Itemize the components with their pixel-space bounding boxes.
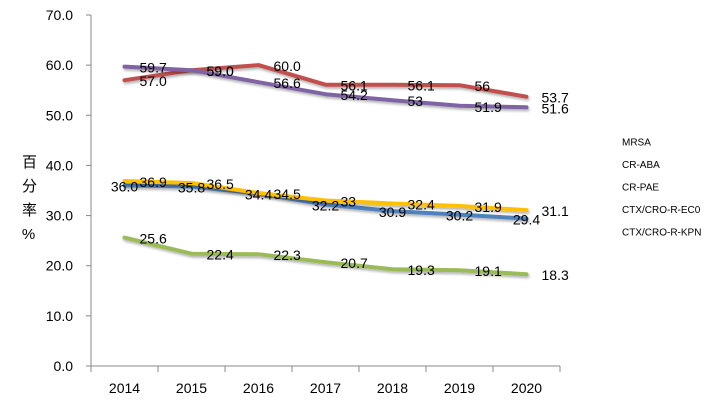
data-label-cr-aba: 59.0 (207, 63, 234, 79)
y-axis-title: 百分率% (20, 154, 37, 252)
data-label-cr-aba: 56 (475, 78, 491, 94)
data-label-cr-aba: 56.1 (408, 78, 435, 94)
data-label-cr-pae: 22.3 (274, 247, 301, 263)
data-labels: 36.0 35.8 34.4 32.2 30.9 30.2 29.4 57.0 59.0 60.0… (111, 58, 569, 283)
data-label-mrsa: 30.9 (379, 204, 406, 220)
legend-item-mrsa: MRSA (577, 138, 651, 149)
data-label-ctx-cro-r-kpn: 33 (341, 194, 357, 210)
data-label-cr-pae: 18.3 (542, 267, 569, 283)
x-tick-label: 2020 (511, 380, 542, 396)
axes (90, 15, 560, 367)
data-label-cr-aba: 60.0 (274, 58, 301, 74)
series-line-ctx-cro-r-kpn (122, 179, 529, 213)
data-label-ctx-cro-r-ec0: 51.6 (542, 100, 569, 116)
legend-label: CR-PAE (622, 183, 659, 194)
y-tick-label: 10.0 (46, 308, 73, 324)
data-label-ctx-cro-r-kpn: 36.9 (140, 174, 167, 190)
data-label-cr-aba: 56.1 (341, 78, 368, 94)
data-label-mrsa: 34.4 (245, 187, 272, 203)
series-line-cr-pae (122, 235, 529, 277)
y-tick-label: 60.0 (46, 57, 73, 73)
data-label-ctx-cro-r-kpn: 31.9 (475, 199, 502, 215)
x-tick-label: 2015 (176, 380, 207, 396)
y-tick-label: 40.0 (46, 157, 73, 173)
y-tick-label: 0.0 (54, 358, 74, 374)
data-label-mrsa: 30.2 (446, 208, 473, 224)
legend-label: CR-ABA (622, 160, 660, 171)
y-tick-label: 30.0 (46, 208, 73, 224)
legend-item-ctx-cro-r-ec0: CTX/CRO-R-EC0 (577, 205, 701, 216)
legend-item-cr-pae: CR-PAE (577, 183, 659, 194)
series-lines (122, 63, 529, 277)
legend-label: CTX/CRO-R-EC0 (622, 205, 701, 216)
legend-label: CTX/CRO-R-KPN (622, 228, 701, 239)
data-label-mrsa: 29.4 (513, 212, 540, 228)
y-axis-ticks: 0.0 10.0 20.0 30.0 40.0 50.0 60.0 70.0 (46, 7, 91, 374)
data-label-mrsa: 36.0 (111, 178, 138, 194)
data-label-cr-aba: 57.0 (140, 73, 167, 89)
data-label-ctx-cro-r-kpn: 32.4 (408, 197, 435, 213)
data-label-ctx-cro-r-ec0: 59.0 (207, 63, 234, 79)
legend-label: MRSA (622, 138, 651, 149)
legend-item-ctx-cro-r-kpn: CTX/CRO-R-KPN (577, 228, 701, 239)
x-tick-label: 2017 (310, 380, 341, 396)
data-label-cr-pae: 22.4 (207, 247, 234, 263)
y-tick-label: 50.0 (46, 107, 73, 123)
y-tick-label: 20.0 (46, 258, 73, 274)
x-tick-label: 2018 (377, 380, 408, 396)
data-label-ctx-cro-r-ec0: 51.9 (475, 99, 502, 115)
legend: MRSA CR-ABA CR-PAE CTX/CRO-R-EC0 CTX/CRO-R-K… (577, 138, 701, 239)
data-label-cr-pae: 20.7 (341, 255, 368, 271)
y-tick-label: 70.0 (46, 7, 73, 23)
x-tick-label: 2014 (109, 380, 140, 396)
data-label-ctx-cro-r-kpn: 34.5 (274, 186, 301, 202)
series-line-ctx-cro-r-ec0 (122, 64, 529, 110)
data-label-ctx-cro-r-ec0: 56.6 (274, 75, 301, 91)
data-label-mrsa: 32.2 (312, 198, 339, 214)
data-label-cr-pae: 25.6 (140, 231, 167, 247)
data-label-ctx-cro-r-kpn: 36.5 (207, 176, 234, 192)
data-label-ctx-cro-r-kpn: 31.1 (542, 203, 569, 219)
x-axis-ticks: 2014 2015 2016 2017 2018 2019 2020 (90, 366, 561, 396)
x-tick-label: 2016 (243, 380, 274, 396)
series-line-mrsa (122, 183, 529, 221)
data-label-ctx-cro-r-ec0: 59.7 (140, 60, 167, 76)
data-label-ctx-cro-r-ec0: 53 (408, 93, 424, 109)
legend-item-cr-aba: CR-ABA (577, 160, 660, 171)
data-label-cr-aba: 53.7 (542, 90, 569, 106)
x-tick-label: 2019 (444, 380, 475, 396)
data-label-ctx-cro-r-ec0: 54.2 (341, 87, 368, 103)
data-label-mrsa: 35.8 (178, 179, 205, 195)
data-label-cr-pae: 19.1 (475, 263, 502, 279)
data-label-cr-pae: 19.3 (408, 262, 435, 278)
